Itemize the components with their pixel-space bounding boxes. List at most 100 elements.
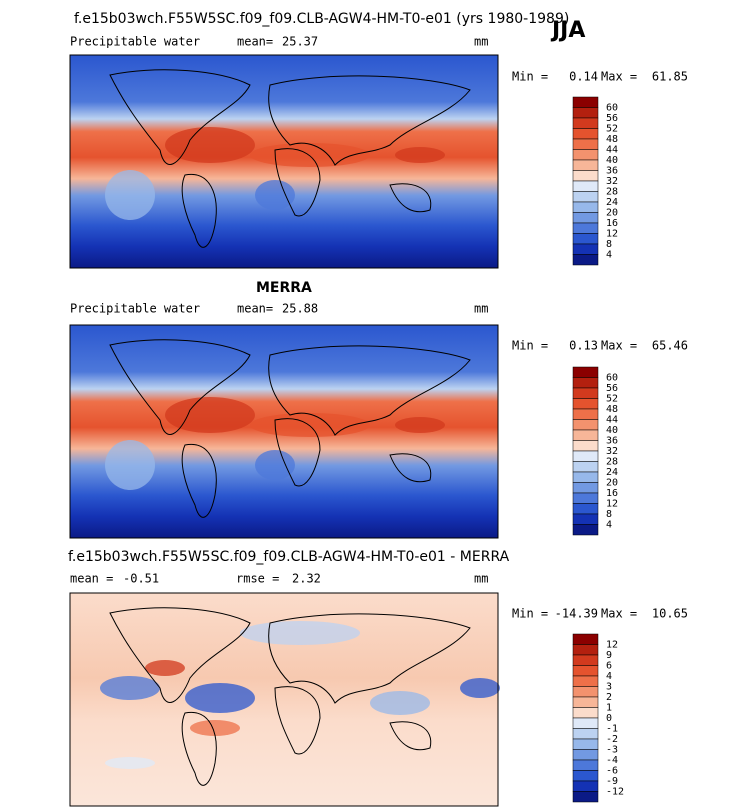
- map-feature: [255, 180, 295, 210]
- colorbar-box: [572, 429, 599, 441]
- min-label: Min =: [512, 607, 548, 621]
- colorbar-label: 48: [606, 134, 618, 145]
- colorbar-label: 12: [606, 640, 618, 651]
- colorbar-label: 40: [606, 425, 618, 436]
- colorbar-box: [572, 243, 599, 255]
- map-feature: [370, 691, 430, 715]
- coastline: [268, 75, 471, 166]
- colorbar-box: [572, 780, 599, 792]
- colorbar-box: [572, 717, 599, 729]
- coastline: [389, 183, 432, 213]
- colorbar-box: [572, 696, 599, 708]
- colorbar-box: [572, 170, 599, 182]
- colorbar-box: [572, 408, 599, 420]
- colorbar-label: -2: [606, 734, 618, 745]
- colorbar-label: 16: [606, 218, 618, 229]
- mean-label: mean=: [237, 302, 273, 316]
- units: mm: [474, 572, 488, 586]
- colorbar-box: [572, 759, 599, 771]
- colorbar-box: [572, 222, 599, 234]
- colorbar-box: [572, 450, 599, 462]
- colorbar-box: [572, 461, 599, 473]
- colorbar-box: [572, 492, 599, 504]
- colorbar-label: 8: [606, 509, 612, 520]
- colorbar-box: [572, 191, 599, 203]
- colorbar-label: 44: [606, 415, 618, 426]
- colorbar-box: [572, 749, 599, 761]
- map-overlay: [100, 607, 500, 786]
- colorbar-label: 1: [606, 703, 612, 714]
- mean-label: mean=: [237, 35, 273, 49]
- colorbar-label: 4: [606, 250, 612, 261]
- colorbar-label: 6: [606, 661, 612, 672]
- colorbar-label: 20: [606, 208, 618, 219]
- colorbar-box: [572, 686, 599, 698]
- colorbar-label: 4: [606, 520, 612, 531]
- colorbar-label: -1: [606, 724, 618, 735]
- rmse-label: rmse =: [236, 572, 279, 586]
- colorbar-label: 40: [606, 155, 618, 166]
- colorbar-label: 12: [606, 229, 618, 240]
- colorbar-label: 24: [606, 467, 618, 478]
- colorbar-box: [572, 633, 599, 645]
- colorbar-label: 32: [606, 446, 618, 457]
- colorbar-box: [572, 159, 599, 171]
- colorbar-label: 56: [606, 383, 618, 394]
- colorbar-label: 36: [606, 436, 618, 447]
- map-feature: [185, 683, 255, 713]
- colorbar-label: 52: [606, 124, 618, 135]
- coastline: [109, 339, 251, 435]
- colorbar-box: [572, 471, 599, 483]
- colorbar-label: 60: [606, 103, 618, 114]
- coastline: [109, 69, 251, 165]
- colorbar-label: 9: [606, 650, 612, 661]
- map-feature: [165, 397, 255, 433]
- map-feature: [105, 757, 155, 769]
- min-value: 0.13: [569, 339, 598, 353]
- colorbar-label: 60: [606, 373, 618, 384]
- colorbar-box: [572, 96, 599, 108]
- min-label: Min =: [512, 339, 548, 353]
- colorbar-box: [572, 654, 599, 666]
- coastline: [274, 418, 321, 487]
- colorbar-label: -12: [606, 787, 624, 798]
- colorbar-box: [572, 440, 599, 452]
- colorbar-label: 0: [606, 713, 612, 724]
- mean-value: 25.37: [282, 35, 318, 49]
- colorbar-label: 20: [606, 478, 618, 489]
- colorbar-box: [572, 233, 599, 245]
- coastline: [181, 173, 217, 248]
- map-frame: [69, 54, 499, 269]
- colorbar-box: [572, 117, 599, 129]
- colorbar-label: 3: [606, 682, 612, 693]
- colorbar-box: [572, 138, 599, 150]
- coastline: [181, 711, 217, 786]
- map-feature: [395, 147, 445, 163]
- max-value: 65.46: [652, 339, 688, 353]
- min-value: -14.39: [555, 607, 598, 621]
- mean-value: 25.88: [282, 302, 318, 316]
- coastline: [389, 721, 432, 751]
- max-value: 10.65: [652, 607, 688, 621]
- colorbar-box: [572, 482, 599, 494]
- colorbar-box: [572, 644, 599, 656]
- colorbar-box: [572, 212, 599, 224]
- colorbar-box: [572, 770, 599, 782]
- colorbar-box: [572, 738, 599, 750]
- map-feature: [105, 440, 155, 490]
- map-feature: [100, 676, 160, 700]
- colorbar-label: 44: [606, 145, 618, 156]
- map-feature: [395, 417, 445, 433]
- colorbar-box: [572, 524, 599, 536]
- colorbar-box: [572, 180, 599, 192]
- colorbar-label: 8: [606, 239, 612, 250]
- colorbar-label: -4: [606, 755, 618, 766]
- map-frame: [69, 324, 499, 539]
- map-feature: [190, 720, 240, 736]
- coastline: [389, 453, 432, 483]
- panel-title: MERRA: [256, 280, 312, 296]
- map-feature: [165, 127, 255, 163]
- colorbar-box: [572, 791, 599, 803]
- colorbar-box: [572, 254, 599, 266]
